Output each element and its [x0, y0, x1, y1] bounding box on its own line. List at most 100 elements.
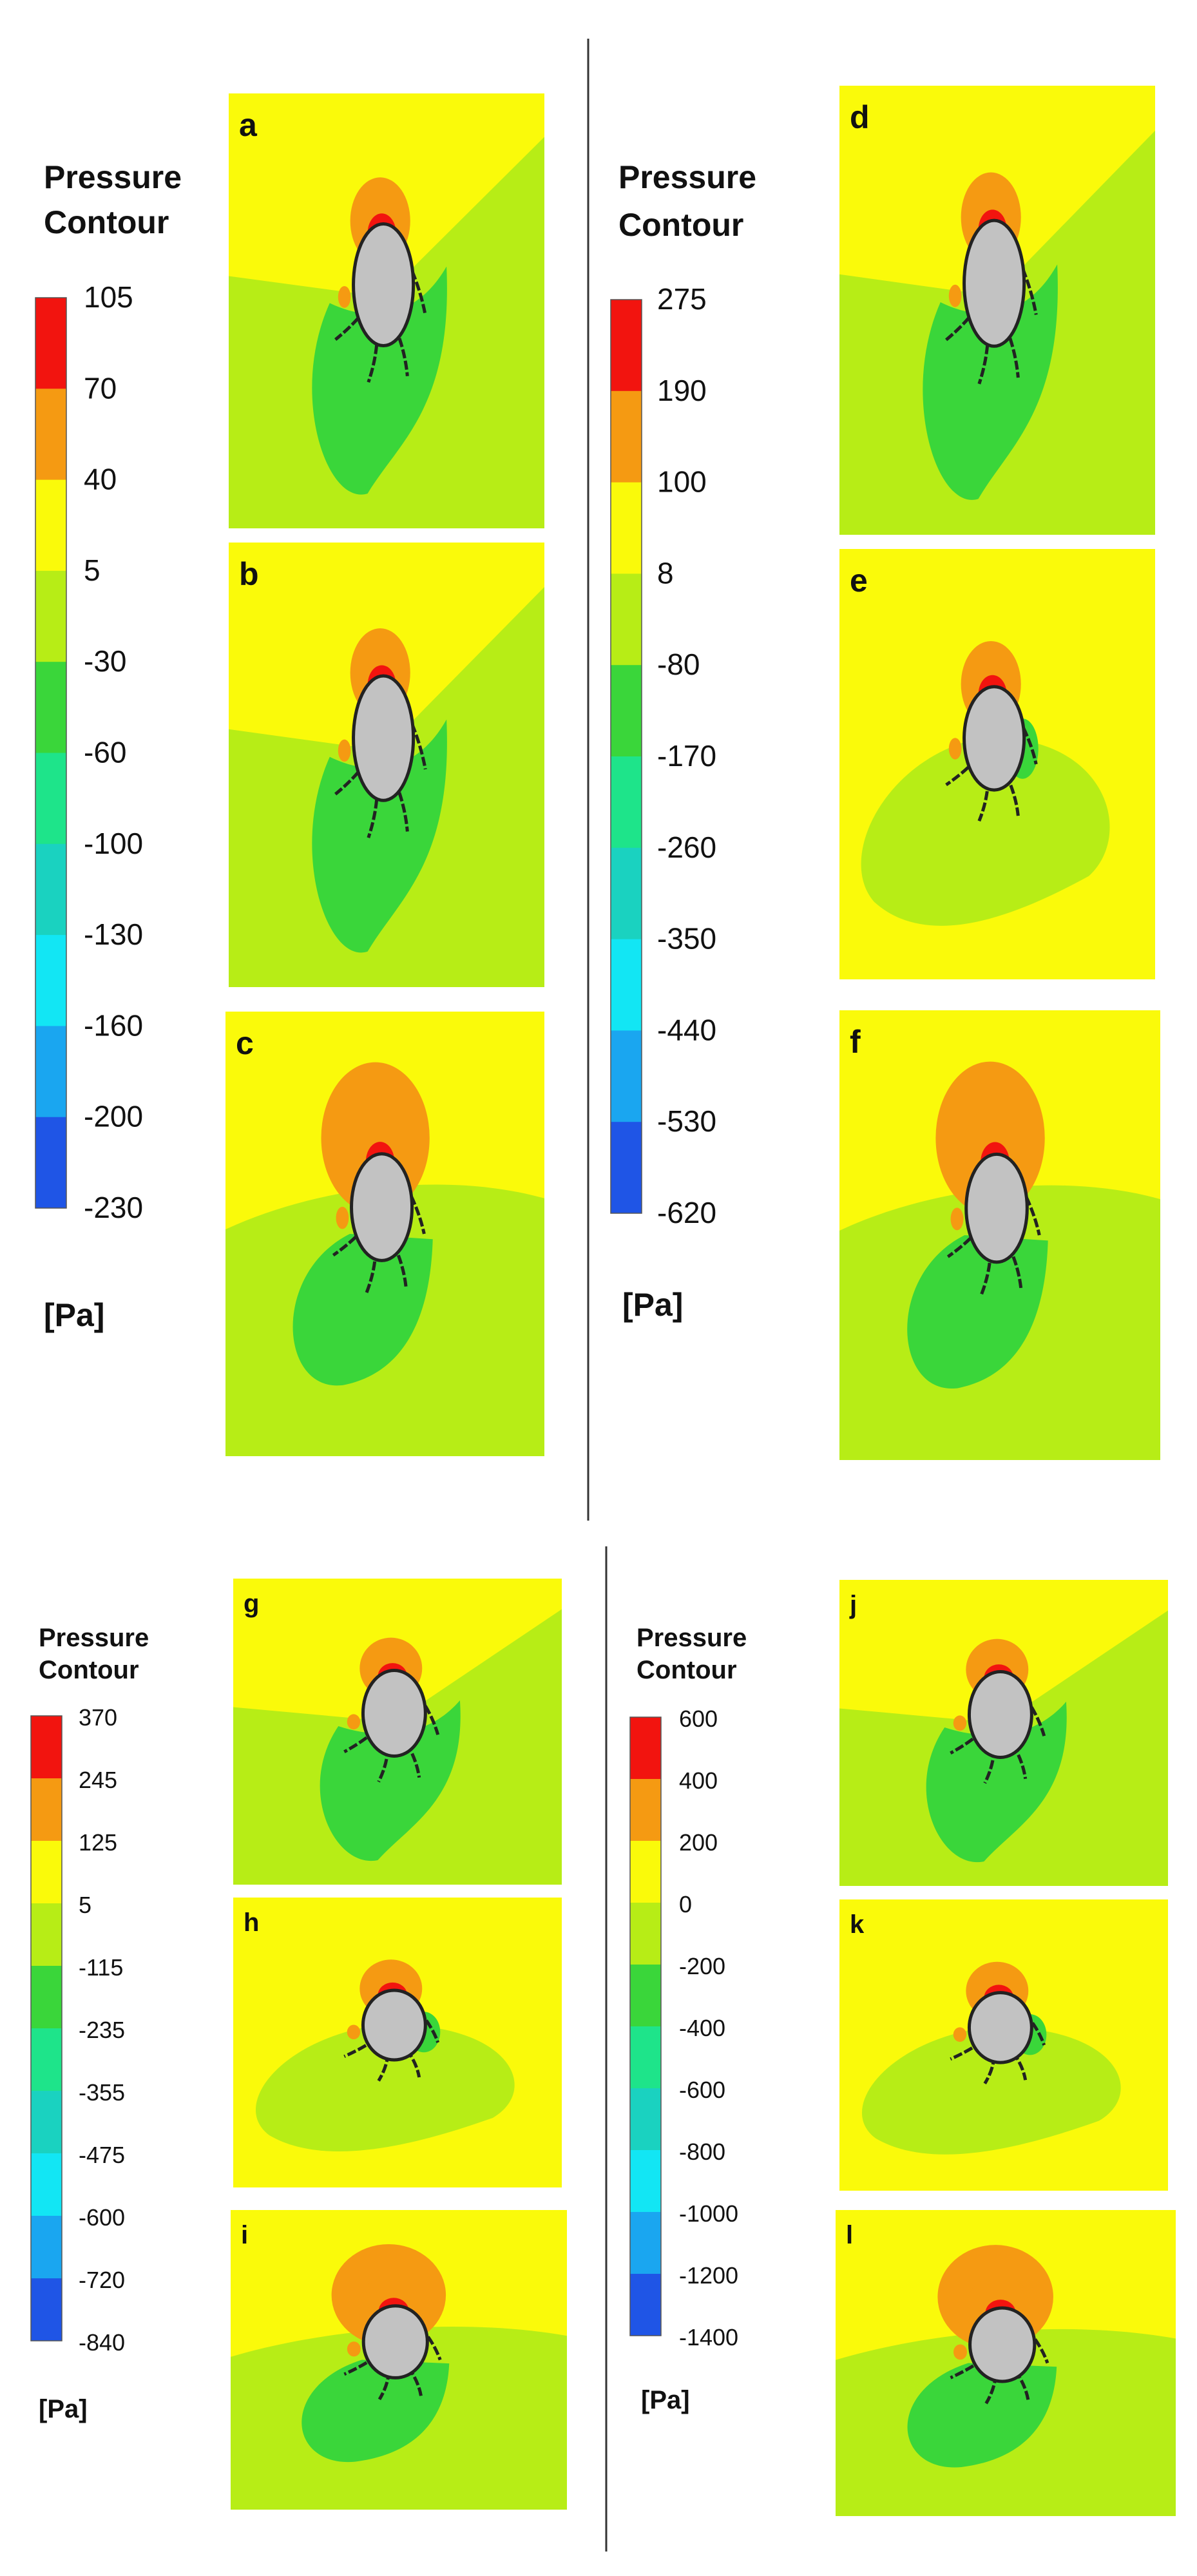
tick-label: 5: [84, 553, 101, 587]
tick-label: -200: [84, 1100, 143, 1133]
legend-unit: [Pa]: [39, 2395, 88, 2423]
leg-tip-pressure: [347, 2341, 361, 2357]
panel-label: e: [850, 562, 868, 599]
colorbar-segment: [31, 2153, 62, 2216]
legend-unit: [Pa]: [641, 2386, 690, 2414]
insect-body: [352, 674, 416, 802]
legend-colorbar: [30, 1715, 62, 2341]
colorbar-segment: [611, 573, 642, 666]
leg-tip-pressure: [953, 2027, 967, 2043]
leg-tip-pressure: [953, 1715, 967, 1731]
tick-label: -530: [657, 1104, 716, 1138]
legend-colorbar: [35, 297, 67, 1209]
tick-label: -440: [657, 1013, 716, 1046]
colorbar-segment: [35, 298, 66, 389]
panel-label: f: [850, 1024, 861, 1060]
colorbar-segment: [611, 390, 642, 483]
insect-body: [964, 1152, 1029, 1264]
tick-label: 105: [84, 280, 133, 314]
legend-title-line1: Pressure: [39, 1624, 149, 1652]
colorbar-frame: [35, 297, 67, 1209]
legend-colorbar: [629, 1716, 662, 2336]
tick-label: -400: [679, 2015, 725, 2041]
leg-tip-pressure: [347, 1714, 361, 1730]
colorbar-segment: [31, 1716, 62, 1779]
panel-label: g: [244, 1590, 259, 1618]
suction-wake: [907, 1235, 1048, 1389]
colorbar-segment: [611, 300, 642, 392]
tick-label: -160: [84, 1008, 143, 1042]
contour-panel-l: l: [836, 2210, 1176, 2516]
leg-tip-pressure: [950, 1207, 964, 1231]
tick-label: 245: [79, 1767, 117, 1793]
panel-label: l: [846, 2221, 853, 2249]
colorbar-segment: [35, 1117, 66, 1209]
colorbar-segment: [31, 2216, 62, 2279]
suction-wake: [320, 1700, 461, 1861]
colorbar-frame: [629, 1716, 662, 2336]
contour-panel-d: d: [839, 86, 1155, 535]
legend-tick-labels: 370 245 125 5 -115 -235 -355 -475 -600 -720 -840: [79, 1704, 125, 2356]
legend-tick-labels: 105 70 40 5 -30 -60 -100 -130 -160 -200 -230: [84, 280, 143, 1224]
insect-body: [361, 2304, 429, 2379]
legend-4: Pressure Contour 600 400 200 0 -200 -400 -600 -…: [629, 1624, 747, 2414]
colorbar-segment: [630, 2212, 661, 2274]
contour-panel-j: j: [839, 1580, 1168, 1886]
tick-label: -720: [79, 2267, 125, 2293]
legend-colorbar: [610, 299, 642, 1214]
suction-wake: [312, 266, 447, 495]
contour-panel-h: h: [233, 1898, 562, 2187]
insect-body: [361, 1669, 427, 1758]
leg-tip-pressure: [953, 2344, 968, 2360]
tick-label: -1000: [679, 2200, 738, 2227]
colorbar-segment: [31, 1903, 62, 1966]
panel-label: c: [236, 1025, 254, 1061]
colorbar-segment: [31, 2278, 62, 2341]
leg-tip-pressure: [948, 738, 962, 760]
legend-unit: [Pa]: [622, 1287, 683, 1323]
tick-label: 400: [679, 1767, 718, 1794]
colorbar-segment: [611, 847, 642, 940]
legend-title-line1: Pressure: [618, 159, 756, 195]
legend-tick-labels: 275 190 100 8 -80 -170 -260 -350 -440 -530 -620: [657, 282, 716, 1229]
insect-body: [968, 2306, 1037, 2383]
panel-label: i: [241, 2221, 248, 2249]
tick-label: 370: [79, 1704, 117, 1731]
colorbar-segment: [31, 1778, 62, 1841]
tick-label: 70: [84, 371, 117, 405]
tick-label: -130: [84, 918, 143, 951]
panel-label: b: [239, 556, 259, 592]
tick-label: -30: [84, 644, 126, 678]
leg-tip-pressure: [347, 2024, 361, 2040]
low-pressure-region: [255, 2024, 515, 2151]
legend-1: Pressure Contour 105 70 40 5 -30 -60 -100 -130 -…: [35, 159, 182, 1333]
colorbar-segment: [630, 1717, 661, 1780]
colorbar-segment: [630, 2026, 661, 2089]
colorbar-segment: [630, 2150, 661, 2213]
low-pressure-region: [861, 2027, 1121, 2155]
legend-2: Pressure Contour 275 190 100 8 -80 -170 -260 -3…: [610, 159, 756, 1323]
tick-label: -1200: [679, 2262, 738, 2289]
leg-tip-pressure: [338, 286, 351, 308]
legend-title-line2: Contour: [618, 207, 743, 243]
colorbar-segment: [611, 756, 642, 849]
low-pressure-region: [861, 738, 1110, 926]
colorbar-segment: [630, 1903, 661, 1965]
contour-panel-a: a: [229, 93, 544, 528]
contour-panel-e: e: [839, 549, 1155, 979]
insect-body: [361, 1988, 427, 2062]
tick-label: 40: [84, 463, 117, 496]
colorbar-segment: [630, 1841, 661, 1903]
panel-label: j: [849, 1591, 857, 1619]
tick-label: -840: [79, 2329, 125, 2356]
tick-label: -80: [657, 648, 700, 681]
tick-label: -230: [84, 1191, 143, 1224]
tick-label: -100: [84, 827, 143, 860]
colorbar-segment: [611, 1122, 642, 1214]
tick-label: -600: [679, 2077, 725, 2103]
tick-label: -355: [79, 2079, 125, 2106]
colorbar-segment: [630, 2274, 661, 2336]
tick-label: -200: [679, 1953, 725, 1979]
tick-label: 190: [657, 374, 707, 407]
colorbar-segment: [35, 479, 66, 572]
